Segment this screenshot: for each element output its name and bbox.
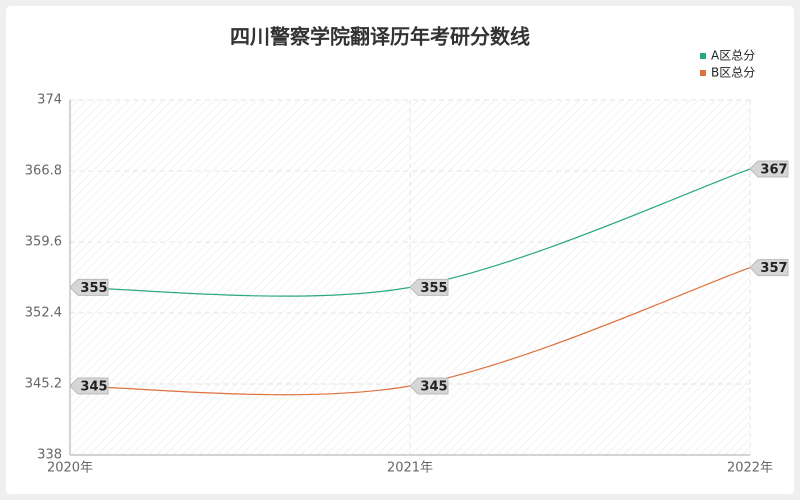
data-label: 357: [749, 259, 789, 277]
x-tick-label: 2021年: [387, 461, 433, 476]
legend: A区总分 B区总分: [690, 44, 774, 84]
data-label-text: 357: [760, 261, 787, 276]
legend-swatch: [700, 53, 706, 59]
data-label: 345: [409, 377, 449, 395]
legend-box: [690, 44, 774, 84]
legend-label: B区总分: [711, 66, 755, 80]
y-tick-label: 374: [37, 93, 62, 108]
data-label-text: 345: [420, 379, 447, 394]
data-label: 355: [69, 278, 109, 296]
data-label: 367: [749, 160, 789, 178]
data-label-text: 355: [420, 281, 447, 296]
y-tick-label: 345.2: [25, 377, 62, 392]
data-label-text: 367: [760, 163, 787, 178]
label-tag: [409, 278, 449, 296]
plot-area: [70, 100, 750, 455]
data-label: 345: [69, 377, 109, 395]
label-tag: [749, 160, 789, 178]
legend-swatch: [700, 70, 706, 76]
chart-title: 四川警察学院翻译历年考研分数线: [230, 25, 530, 49]
data-label: 355: [409, 278, 449, 296]
y-tick-label: 338: [37, 448, 62, 463]
legend-label: A区总分: [711, 49, 755, 63]
x-tick-label: 2022年: [727, 461, 773, 476]
data-label-text: 355: [80, 281, 107, 296]
label-tag: [69, 278, 109, 296]
label-tag: [69, 377, 109, 395]
label-tag: [409, 377, 449, 395]
x-tick-label: 2020年: [47, 461, 93, 476]
y-tick-label: 359.6: [25, 235, 62, 250]
data-label-text: 345: [80, 379, 107, 394]
y-tick-label: 366.8: [25, 164, 62, 179]
y-tick-label: 352.4: [25, 306, 62, 321]
label-tag: [749, 259, 789, 277]
